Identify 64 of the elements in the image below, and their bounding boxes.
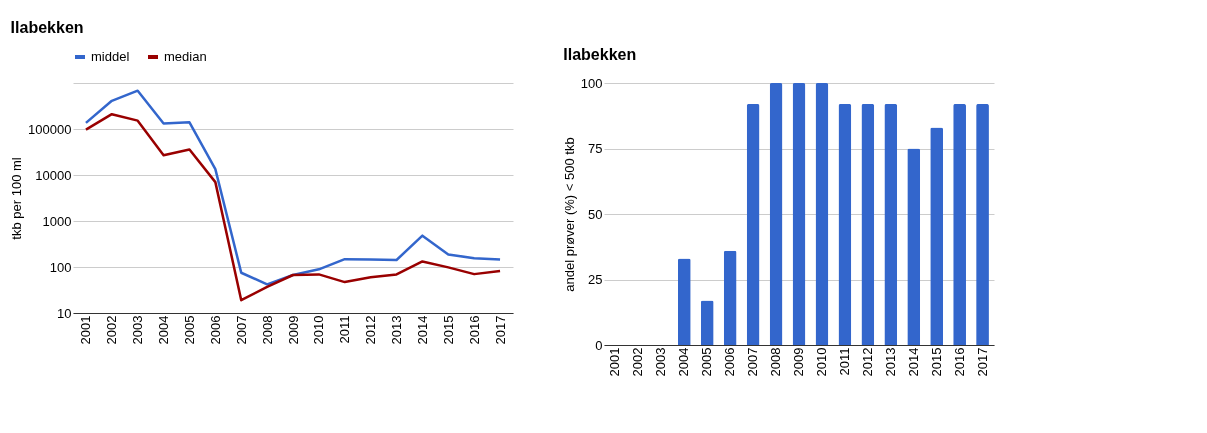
x-tick-label: 2017 — [492, 315, 508, 345]
x-tick-label: 2009 — [791, 347, 806, 377]
x-tick-label: 2004 — [676, 347, 692, 377]
x-tick-label: 2016 — [466, 315, 482, 345]
y-tick-label: 75 — [588, 141, 603, 156]
x-tick-label: 2010 — [813, 347, 829, 377]
x-tick-label: 2011 — [836, 347, 852, 376]
y-tick-label: 100 — [580, 75, 603, 91]
x-tick-label: 2002 — [630, 347, 646, 377]
x-tick-label: 2010 — [311, 315, 327, 345]
y-axis-title: tkb per 100 ml — [9, 157, 25, 240]
x-tick-label: 2003 — [653, 347, 669, 377]
y-tick-label: 25 — [588, 272, 603, 287]
y-tick-label: 50 — [588, 206, 603, 222]
bar — [746, 103, 760, 345]
x-tick-label: 2015 — [928, 347, 944, 377]
bar — [700, 300, 714, 345]
chart-title: Ilabekken — [10, 19, 84, 36]
line-series — [84, 112, 502, 302]
bar — [907, 148, 921, 345]
x-tick-label: 2006 — [722, 347, 738, 377]
bar — [861, 103, 875, 345]
x-tick-label: 2011 — [337, 315, 353, 344]
bar — [884, 103, 898, 345]
bar — [677, 258, 691, 345]
bar — [769, 83, 783, 345]
x-tick-label: 2005 — [699, 347, 715, 377]
x-tick-label: 2007 — [233, 315, 249, 345]
line-series — [84, 89, 502, 286]
x-tick-label: 2017 — [974, 347, 990, 377]
x-tick-label: 2007 — [745, 347, 761, 377]
bar — [815, 83, 829, 345]
x-tick-label: 2016 — [951, 347, 967, 377]
x-tick-label: 2009 — [285, 315, 301, 345]
x-tick-label: 2001 — [607, 347, 623, 377]
chart-title: Ilabekken — [563, 46, 637, 63]
x-tick-label: 2012 — [363, 315, 379, 345]
x-tick-label: 2012 — [859, 347, 875, 377]
bar — [930, 127, 944, 345]
legend-label: middel — [91, 49, 130, 64]
y-tick-label: 10 — [57, 305, 72, 321]
x-tick-label: 2014 — [905, 347, 921, 377]
x-tick-label: 2013 — [882, 347, 898, 377]
x-tick-label: 2013 — [389, 315, 405, 345]
x-tick-label: 2015 — [440, 315, 456, 345]
x-tick-label: 2006 — [207, 315, 223, 345]
x-tick-label: 2008 — [768, 347, 784, 377]
x-tick-label: 2003 — [130, 315, 146, 345]
y-tick-label: 10000 — [35, 167, 72, 183]
legend-label: median — [164, 49, 207, 64]
y-tick-label: 0 — [595, 337, 603, 353]
bar — [792, 83, 806, 345]
x-tick-label: 2001 — [78, 315, 94, 345]
x-tick-label: 2008 — [259, 315, 275, 345]
x-tick-label: 2002 — [104, 315, 120, 345]
y-tick-label: 1000 — [42, 213, 72, 229]
bar — [723, 250, 737, 345]
y-tick-label: 100 — [49, 259, 72, 275]
y-axis-title: andel prøver (%) < 500 tkb — [561, 137, 577, 292]
x-tick-label: 2004 — [156, 315, 172, 345]
x-tick-label: 2005 — [181, 315, 197, 345]
y-tick-label: 100000 — [28, 121, 72, 137]
x-tick-label: 2014 — [414, 315, 430, 345]
bar — [838, 103, 852, 345]
